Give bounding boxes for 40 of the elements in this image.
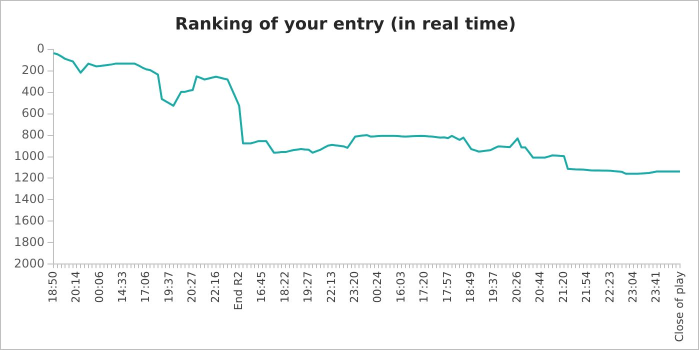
x-tick-label: 17:06 [139,271,152,303]
x-tick-label: 20:14 [70,271,83,303]
y-tick-label: 1200 [14,170,45,184]
x-tick-label: 20:26 [510,271,524,303]
chart-title: Ranking of your entry (in real time) [174,14,516,35]
x-tick-label: End R2 [232,271,246,310]
x-tick-label: 17:57 [440,271,454,303]
x-tick-label: 23:04 [626,271,640,303]
x-tick-label: 16:45 [255,271,268,303]
x-tick-label: 23:20 [348,271,362,303]
x-tick-label: 17:20 [418,271,431,303]
y-tick-label: 800 [22,127,45,142]
x-tick-label: 21:54 [580,271,594,303]
x-tick-label: 21:20 [556,271,570,303]
y-tick-label: 0 [36,42,45,56]
x-tick-label: 19:37 [162,271,176,303]
x-tick-label: 23:41 [650,271,663,303]
x-tick-label: 00:24 [371,271,384,303]
y-tick-label: 1000 [14,148,45,163]
x-tick-label: 19:37 [487,271,500,303]
x-tick-label: 18:50 [46,271,60,303]
x-tick-label: 16:03 [394,271,408,303]
x-tick-label: 19:27 [302,271,315,303]
x-tick-label: 22:13 [324,271,338,303]
x-tick-label: Close of play [672,270,686,342]
x-tick-label: 20:27 [186,271,199,303]
x-tick-label: 00:06 [92,271,106,303]
y-tick-label: 1600 [14,213,45,228]
x-tick-label: 22:23 [603,271,616,303]
y-tick-label: 2000 [14,256,45,270]
y-tick-label: 600 [22,106,45,120]
x-tick-label: 20:44 [534,271,547,303]
x-tick-label: 22:16 [208,271,222,303]
y-tick-label: 400 [22,84,45,98]
x-tick-label: 18:22 [278,271,292,303]
x-tick-label: 14:33 [116,271,130,303]
y-tick-label: 1800 [14,234,45,249]
y-tick-label: 1400 [14,192,45,206]
y-tick-label: 200 [22,63,45,77]
x-tick-label: 18:49 [464,271,478,303]
